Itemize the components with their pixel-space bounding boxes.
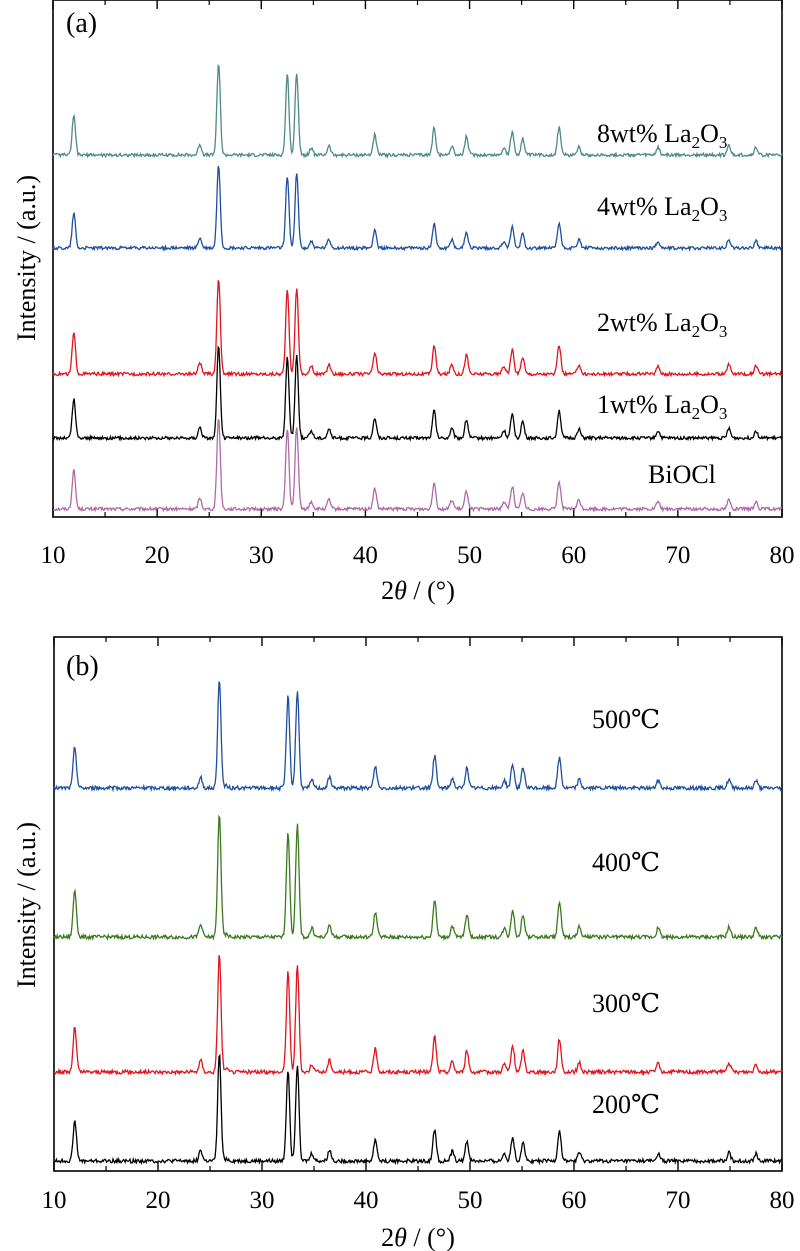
panel-b-x-title-pre: 2 [381, 1223, 394, 1251]
x-tick-label: 30 [250, 1187, 275, 1214]
x-tick-label: 80 [770, 542, 795, 569]
panel-b-series [53, 681, 783, 1166]
panel-b: (b) 10 20 30 40 50 60 70 80 200℃ 300℃ 400℃ 500℃ In… [12, 636, 795, 1251]
x-tick-label: 30 [249, 542, 274, 569]
series-line [52, 280, 783, 378]
series-line [52, 64, 783, 159]
panel-a-series [52, 64, 783, 513]
x-tick-label: 70 [665, 542, 690, 569]
series-label: 300℃ [592, 989, 660, 1018]
series-label: 8wt% La2O3 [597, 119, 727, 152]
series-line [52, 345, 783, 442]
x-tick-label: 20 [145, 542, 170, 569]
panel-b-series-labels: 200℃ 300℃ 400℃ 500℃ [592, 705, 660, 1119]
panel-a-ticks: 10 20 30 40 50 60 70 80 [41, 0, 795, 569]
series-label: 500℃ [592, 705, 660, 734]
series-line [52, 419, 783, 513]
x-tick-label: 70 [666, 1187, 691, 1214]
series-label: 4wt% La2O3 [597, 192, 727, 225]
series-line [53, 681, 783, 793]
series-line [53, 1053, 783, 1166]
panel-b-x-axis-title: 2θ / (°) [381, 1223, 455, 1251]
x-tick-label: 20 [146, 1187, 171, 1214]
plot-frame-b [53, 636, 783, 1172]
x-tick-label: 10 [42, 1187, 67, 1214]
x-tick-label: 60 [562, 1187, 587, 1214]
panel-b-tag: (b) [66, 651, 99, 682]
panel-b-y-axis-title: Intensity / (a.u.) [12, 822, 41, 988]
series-label: 2wt% La2O3 [597, 308, 727, 341]
panel-a-x-axis-title: 2θ / (°) [381, 576, 455, 605]
panel-a-y-axis-title: Intensity / (a.u.) [12, 175, 41, 341]
x-tick-label: 80 [770, 1187, 795, 1214]
plot-frame-a [52, 0, 783, 518]
x-tick-label: 40 [354, 1187, 379, 1214]
series-label: 1wt% La2O3 [597, 390, 727, 423]
series-line [52, 165, 783, 252]
x-tick-label: 50 [458, 1187, 483, 1214]
panel-b-x-title-theta: θ [394, 1223, 407, 1251]
panel-b-x-title-post: / (°) [407, 1223, 455, 1251]
panel-a-x-title-theta: θ [394, 576, 407, 605]
x-tick-label: 60 [561, 542, 586, 569]
panel-a-x-title-pre: 2 [381, 576, 394, 605]
x-tick-label: 50 [457, 542, 482, 569]
series-label: 400℃ [592, 848, 660, 877]
panel-a-tag: (a) [66, 8, 97, 39]
series-label: BiOCl [648, 460, 716, 489]
panel-a-x-title-post: / (°) [407, 576, 455, 605]
panel-a-series-labels: BiOCl 1wt% La2O3 2wt% La2O3 4wt% La2O3 8wt% … [597, 119, 727, 489]
panel-a: (a) 10 20 30 40 50 60 70 80 BiOCl 1wt% La2O3 2wt%… [12, 0, 795, 605]
x-tick-label: 10 [41, 542, 66, 569]
panel-b-ticks: 10 20 30 40 50 60 70 80 [42, 637, 795, 1214]
x-tick-label: 40 [353, 542, 378, 569]
series-label: 200℃ [592, 1090, 660, 1119]
series-line [53, 955, 783, 1077]
series-line [53, 814, 783, 942]
